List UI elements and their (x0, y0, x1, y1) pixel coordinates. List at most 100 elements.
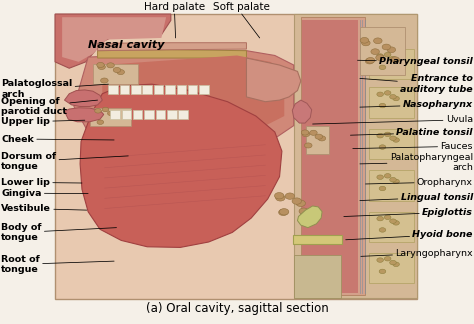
Bar (188, 85, 197, 94)
Circle shape (302, 132, 310, 137)
Circle shape (110, 113, 117, 117)
Bar (133, 110, 143, 119)
Polygon shape (98, 43, 246, 51)
Polygon shape (102, 55, 284, 133)
Text: Fauces: Fauces (353, 142, 473, 151)
Polygon shape (55, 14, 171, 68)
Text: Palatoglossal
arch: Palatoglossal arch (1, 79, 109, 98)
Polygon shape (74, 51, 294, 143)
Polygon shape (64, 90, 102, 107)
Circle shape (377, 92, 383, 97)
Polygon shape (98, 50, 246, 58)
Bar (293, 235, 342, 244)
Circle shape (379, 65, 386, 70)
Circle shape (391, 57, 400, 63)
Polygon shape (80, 84, 282, 248)
Polygon shape (292, 100, 312, 123)
Bar (143, 85, 152, 94)
Circle shape (95, 109, 101, 113)
Bar (110, 110, 120, 119)
Circle shape (393, 221, 400, 225)
Bar (199, 85, 209, 94)
Polygon shape (64, 108, 104, 122)
Bar (369, 253, 414, 284)
Circle shape (113, 67, 121, 73)
Circle shape (393, 138, 400, 142)
Bar (91, 108, 131, 126)
Circle shape (275, 195, 285, 201)
Circle shape (382, 44, 391, 50)
Circle shape (379, 145, 386, 149)
Circle shape (117, 70, 125, 75)
Circle shape (384, 91, 391, 95)
Circle shape (301, 130, 309, 135)
Polygon shape (302, 20, 357, 293)
Circle shape (374, 38, 382, 44)
Circle shape (102, 107, 109, 112)
Text: Gingiva: Gingiva (1, 189, 88, 198)
Text: Oropharynx: Oropharynx (365, 178, 473, 187)
Circle shape (310, 130, 317, 135)
Circle shape (379, 228, 386, 232)
Text: Cheek: Cheek (1, 134, 114, 144)
Circle shape (274, 192, 284, 199)
Circle shape (384, 215, 391, 219)
Circle shape (365, 58, 374, 64)
Circle shape (285, 193, 295, 199)
Circle shape (299, 208, 309, 214)
Bar (369, 129, 414, 159)
Bar (93, 64, 138, 84)
Circle shape (379, 103, 386, 108)
Circle shape (296, 200, 305, 206)
Bar (109, 85, 118, 94)
Text: Root of
tongue: Root of tongue (1, 255, 114, 274)
Circle shape (292, 198, 301, 204)
Polygon shape (298, 206, 322, 228)
Circle shape (393, 179, 400, 184)
Bar (306, 126, 329, 154)
Circle shape (377, 216, 383, 221)
Circle shape (366, 57, 375, 63)
Bar (369, 87, 414, 118)
Text: Uvula: Uvula (313, 115, 473, 124)
Bar (176, 85, 186, 94)
Circle shape (390, 219, 396, 223)
Circle shape (107, 63, 114, 68)
Bar (167, 110, 176, 119)
Bar (178, 110, 188, 119)
Circle shape (371, 49, 379, 54)
Text: Dorsum of
tongue: Dorsum of tongue (1, 152, 128, 171)
Text: Opening of
parotid duct: Opening of parotid duct (1, 97, 98, 116)
Polygon shape (246, 58, 301, 102)
Text: Palatopharyngeal
arch: Palatopharyngeal arch (360, 153, 473, 172)
Bar (369, 212, 414, 242)
Circle shape (279, 209, 289, 215)
Polygon shape (301, 17, 365, 295)
Text: (a) Oral cavity, sagittal section: (a) Oral cavity, sagittal section (146, 302, 328, 315)
Bar (145, 110, 154, 119)
Circle shape (318, 136, 326, 141)
Text: Soft palate: Soft palate (213, 2, 270, 12)
Circle shape (377, 175, 383, 179)
Text: Lingual tonsil: Lingual tonsil (360, 193, 473, 202)
Bar (165, 85, 174, 94)
Circle shape (384, 52, 391, 57)
Circle shape (377, 258, 383, 262)
Circle shape (379, 186, 386, 191)
Bar (369, 170, 414, 201)
Circle shape (360, 38, 369, 43)
Circle shape (393, 96, 400, 101)
Circle shape (304, 143, 312, 148)
Circle shape (362, 40, 370, 46)
Circle shape (387, 47, 396, 52)
Circle shape (315, 134, 323, 139)
Circle shape (384, 257, 391, 261)
Bar (154, 85, 163, 94)
Circle shape (279, 209, 288, 215)
Circle shape (97, 120, 104, 124)
Polygon shape (294, 14, 417, 298)
Text: Hyoid bone: Hyoid bone (346, 230, 473, 240)
Text: Palatine tonsil: Palatine tonsil (350, 128, 473, 137)
Text: Epiglottis: Epiglottis (344, 208, 473, 217)
Bar (122, 110, 131, 119)
